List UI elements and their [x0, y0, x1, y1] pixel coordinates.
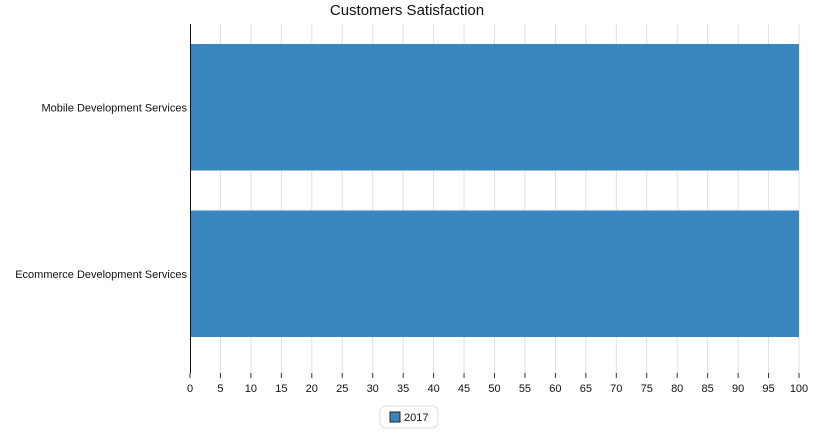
- x-tick-label: 60: [549, 383, 561, 395]
- category-label: Mobile Development Services: [41, 102, 187, 114]
- legend-label: 2017: [404, 412, 428, 424]
- x-tick-label: 65: [580, 383, 592, 395]
- x-tick-label: 45: [458, 383, 470, 395]
- x-tick-label: 100: [790, 383, 808, 395]
- x-tick-label: 50: [488, 383, 500, 395]
- axes: [189, 24, 800, 378]
- x-tick-label: 80: [671, 383, 683, 395]
- x-tick-label: 25: [336, 383, 348, 395]
- x-tick-label: 90: [732, 383, 744, 395]
- x-tick-label: 30: [367, 383, 379, 395]
- bars: [190, 43, 799, 338]
- legend-swatch: [389, 411, 401, 423]
- x-tick-label: 85: [702, 383, 714, 395]
- bar[interactable]: [190, 210, 799, 338]
- x-tick-label: 70: [610, 383, 622, 395]
- bar[interactable]: [190, 43, 799, 171]
- x-tick-label: 40: [427, 383, 439, 395]
- x-tick-label: 35: [397, 383, 409, 395]
- x-tick-label: 75: [641, 383, 653, 395]
- chart-title: Customers Satisfaction: [330, 2, 484, 19]
- x-tick-labels: 0 5 10 15 20 25 30 35 40 45 50 55 60 65 70 75 80 85 90 95 10…: [187, 383, 808, 395]
- x-tick-label: 0: [187, 383, 193, 395]
- x-tick-label: 55: [519, 383, 531, 395]
- x-tick-label: 95: [762, 383, 774, 395]
- category-labels: Mobile Development Services Ecommerce Dev…: [15, 102, 187, 281]
- x-tick-label: 5: [217, 383, 223, 395]
- x-tick-label: 15: [275, 383, 287, 395]
- x-tick-label: 10: [245, 383, 257, 395]
- legend[interactable]: 2017: [379, 405, 439, 429]
- x-tick-label: 20: [306, 383, 318, 395]
- category-label: Ecommerce Development Services: [15, 269, 187, 281]
